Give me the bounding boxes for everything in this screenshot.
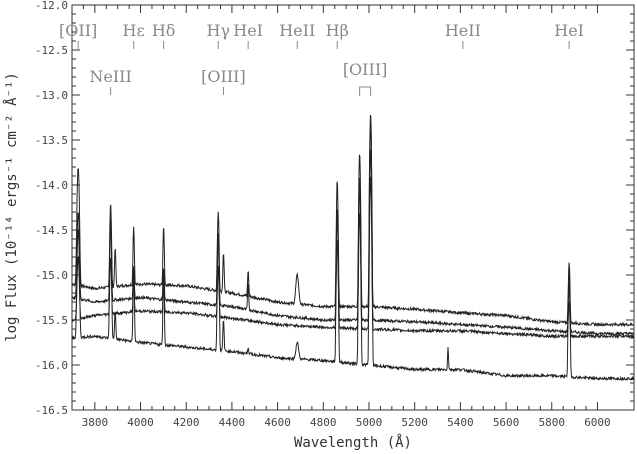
spectrum-line-3 — [71, 123, 635, 382]
emission-line-label: HeII — [279, 21, 315, 40]
emission-line-labels: [OII] NeIII Hε Hδ Hγ [OIII] HeI HeII Hβ [OIII] HeI… — [59, 21, 584, 96]
spectrum-line-2 — [71, 149, 635, 337]
x-axis-label: Wavelength (Å) — [294, 434, 412, 451]
y-tick-label: -13.0 — [35, 89, 68, 102]
plot-frame — [71, 4, 635, 411]
spectrum-line-1 — [71, 114, 635, 328]
emission-line-label: Hγ — [206, 21, 230, 40]
x-tick-label: 6000 — [584, 416, 611, 429]
x-axis: 3800 4000 4200 4400 4600 4800 5000 5200 5400 5600… — [82, 5, 611, 429]
emission-line-label: [OIII] — [201, 67, 246, 86]
y-tick-label: -15.0 — [35, 269, 68, 282]
emission-line-label: HeI — [233, 21, 263, 40]
spectra — [71, 114, 635, 382]
x-tick-label: 4600 — [264, 416, 291, 429]
spectrum-line-4 — [71, 176, 635, 340]
emission-line-label: NeIII — [89, 67, 131, 86]
x-tick-label: 5200 — [401, 416, 428, 429]
x-tick-label: 4800 — [310, 416, 337, 429]
x-tick-label: 4000 — [127, 416, 154, 429]
emission-line-label: [OII] — [59, 21, 97, 40]
line-bracket — [359, 86, 372, 96]
y-axis-label: log Flux (10⁻¹⁴ ergs⁻¹ cm⁻² Å⁻¹) — [3, 72, 20, 342]
y-tick-label: -16.5 — [35, 404, 68, 417]
y-tick-label: -12.0 — [35, 0, 68, 12]
x-tick-label: 5600 — [493, 416, 520, 429]
y-tick-label: -14.5 — [35, 224, 68, 237]
x-tick-label: 4200 — [173, 416, 200, 429]
emission-line-label: [OIII] — [343, 60, 388, 79]
y-tick-label: -13.5 — [35, 134, 68, 147]
y-tick-label: -16.0 — [35, 359, 68, 372]
emission-line-label: Hβ — [326, 21, 349, 40]
x-tick-label: 4400 — [219, 416, 246, 429]
emission-line-label: Hδ — [152, 21, 176, 40]
emission-line-label: HeII — [445, 21, 481, 40]
y-tick-label: -15.5 — [35, 314, 68, 327]
y-tick-label: -12.5 — [35, 44, 68, 57]
emission-line-label: HeI — [554, 21, 584, 40]
y-tick-label: -14.0 — [35, 179, 68, 192]
x-tick-label: 3800 — [82, 416, 109, 429]
x-tick-label: 5000 — [356, 416, 383, 429]
y-axis: -16.5 -16.0 -15.5 -15.0 -14.5 -14.0 -13.5 -13.0… — [35, 0, 634, 417]
x-tick-label: 5400 — [447, 416, 474, 429]
emission-line-label: Hε — [123, 21, 145, 40]
x-tick-label: 5800 — [539, 416, 566, 429]
